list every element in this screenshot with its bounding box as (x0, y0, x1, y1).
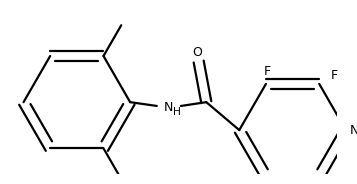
Text: O: O (192, 46, 202, 59)
Text: H: H (173, 107, 181, 117)
Text: N: N (164, 101, 173, 114)
Text: F: F (331, 68, 338, 82)
Text: N: N (350, 124, 357, 137)
Text: F: F (263, 65, 271, 78)
